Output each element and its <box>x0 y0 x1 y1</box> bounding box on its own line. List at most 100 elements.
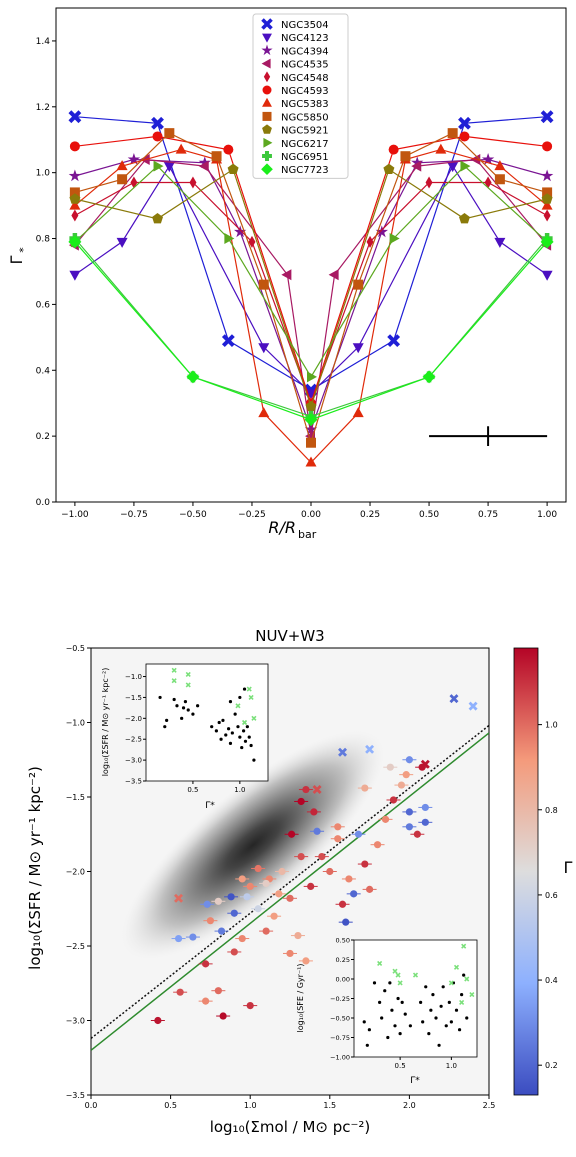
data-point <box>318 853 326 861</box>
inset-sfe-xlabel: Γ* <box>410 1076 420 1086</box>
legend-label: NGC6217 <box>281 139 329 150</box>
data-point <box>254 905 262 913</box>
bottom-ytick-label: −0.5 <box>66 644 85 653</box>
data-point <box>189 933 197 941</box>
inset-black-point <box>240 745 244 750</box>
inset-green-point <box>246 686 252 692</box>
legend-marker <box>262 33 272 43</box>
data-point <box>405 756 413 764</box>
series-point <box>411 156 424 168</box>
bottom-xtick-label: 0.0 <box>85 1101 98 1110</box>
data-point <box>294 931 302 940</box>
legend-marker <box>262 124 272 134</box>
inset-green-point <box>248 694 254 700</box>
inset-ytick-label: −0.25 <box>330 995 350 1003</box>
top-xtick-label: 0.00 <box>301 510 321 520</box>
series-point <box>151 116 164 130</box>
data-point <box>386 763 394 771</box>
data-point <box>297 797 305 806</box>
inset-green-point <box>464 976 470 982</box>
series-point <box>116 160 128 171</box>
data-point <box>302 957 310 965</box>
data-point <box>230 948 238 956</box>
series-NGC5850 <box>69 128 553 448</box>
series-point <box>459 131 470 142</box>
colorbar <box>513 647 539 1096</box>
series-point <box>447 128 458 139</box>
series-point <box>459 213 470 224</box>
series-point <box>540 235 554 249</box>
series-NGC6217 <box>70 160 554 383</box>
inset-black-point <box>365 1043 369 1047</box>
inset-black-point <box>191 712 195 716</box>
inset-black-point <box>226 727 231 731</box>
inset-black-point <box>419 1000 423 1005</box>
series-point <box>248 235 256 248</box>
data-point <box>246 1002 254 1010</box>
top-ytick-label: 1.0 <box>36 169 51 179</box>
inset-sfe-frame <box>353 939 478 1058</box>
inset-black-point <box>181 706 186 710</box>
bottom-ytick-label: −1.0 <box>66 719 85 728</box>
inset-ytick-label: −3.0 <box>125 757 142 765</box>
series-point <box>152 213 163 224</box>
series-point <box>460 160 471 172</box>
inset-ytick-label: 0.25 <box>336 956 350 964</box>
bottom-ytick-label: −2.5 <box>66 942 85 951</box>
inset-black-point <box>175 704 179 708</box>
inset-black-point <box>427 1032 431 1036</box>
inset-black-point <box>380 1016 384 1020</box>
inset-black-point <box>390 1008 394 1012</box>
data-point <box>297 853 305 861</box>
inset-black-point <box>398 1032 402 1036</box>
inset-black-point <box>233 712 237 716</box>
data-point <box>302 785 310 794</box>
series-point <box>352 407 364 418</box>
colorbar-tick-label: 0.8 <box>545 806 558 815</box>
inset-green-point <box>251 715 257 721</box>
series-point <box>494 160 506 171</box>
series-point <box>366 235 374 248</box>
star-point <box>174 893 184 903</box>
top-ytick-label: 0.4 <box>36 366 51 376</box>
top-legend: NGC3504 NGC4123 NGC4394 NGC4535 NGC4548 NGC45… <box>252 13 349 179</box>
series-point <box>68 235 82 249</box>
series-point <box>494 237 506 248</box>
inset-green-point <box>392 968 398 974</box>
series-point <box>375 225 388 238</box>
inset-ytick-label: −1.00 <box>330 1054 350 1062</box>
data-point <box>219 1012 227 1020</box>
data-point <box>361 784 369 792</box>
bottom-chart: NUV+W3 0.0 0.5 1.0 1.5 2.0 2.5 <box>26 627 573 1136</box>
series-point <box>543 209 551 222</box>
series-point <box>542 187 553 198</box>
bottom-xtick-label: 2.5 <box>483 1101 496 1110</box>
inset-green-point <box>171 678 177 684</box>
inset-green-point <box>448 980 454 986</box>
data-point <box>230 909 238 917</box>
inset-black-point <box>437 1043 441 1047</box>
series-point <box>198 160 209 172</box>
colorbar-tick-label: 1.0 <box>545 721 558 730</box>
inset-black-point <box>431 993 435 997</box>
bottom-xtick-label: 2.0 <box>403 1101 416 1110</box>
inset-black-point <box>245 725 249 729</box>
series-point <box>189 176 197 189</box>
inset-green-point <box>241 719 248 726</box>
inset-black-point <box>424 985 428 989</box>
inset-green-point <box>185 671 191 678</box>
top-xtick-label: −0.25 <box>238 510 266 520</box>
series-NGC5921 <box>69 163 553 412</box>
series-point <box>224 233 235 245</box>
inset-black-point <box>421 1020 425 1024</box>
legend-marker <box>262 85 272 95</box>
series-point <box>69 270 81 281</box>
inset-black-point <box>210 725 214 729</box>
inset-black-point <box>444 1024 448 1028</box>
inset-black-point <box>158 695 162 700</box>
inset-black-point <box>228 700 233 704</box>
inset-green-point <box>461 943 467 949</box>
series-point <box>281 269 292 281</box>
inset-black-point <box>165 718 169 723</box>
